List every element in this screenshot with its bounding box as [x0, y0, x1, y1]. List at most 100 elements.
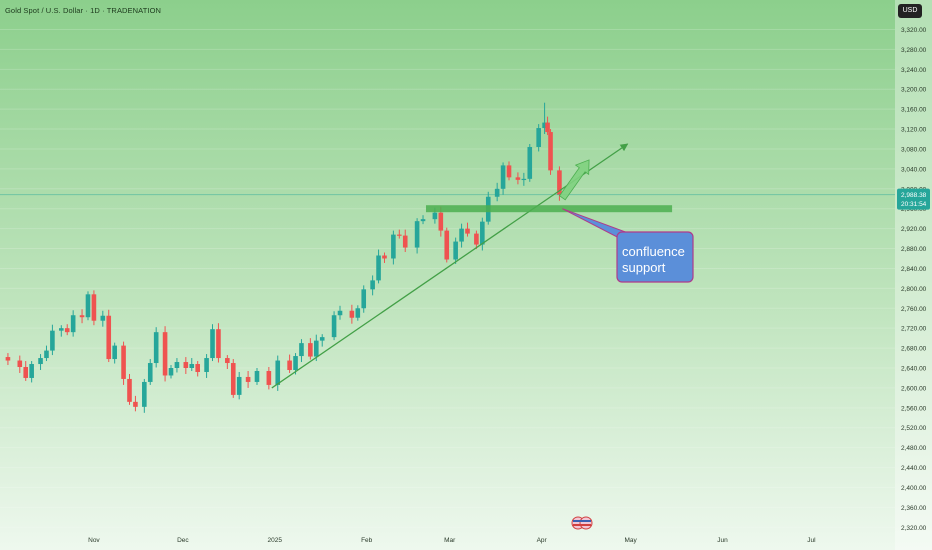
candle	[515, 172, 521, 185]
candle	[521, 172, 527, 186]
candle	[230, 359, 236, 398]
candle	[536, 124, 541, 152]
y-tick-label: 2,320.00	[901, 525, 927, 532]
candle	[133, 395, 138, 412]
candle-body	[44, 350, 49, 359]
candle-body	[195, 364, 200, 372]
candle-body	[557, 170, 562, 195]
candle-body	[106, 315, 112, 360]
candle-body	[64, 328, 70, 333]
candle-body	[236, 376, 242, 395]
candle-body	[376, 255, 381, 281]
x-tick-label: Feb	[361, 537, 373, 544]
candle	[453, 237, 458, 264]
callout-box	[616, 231, 694, 283]
candle-body	[23, 367, 29, 378]
candle-body	[536, 128, 541, 147]
candle-body	[204, 358, 209, 372]
candle-body	[142, 381, 147, 407]
y-tick-label: 2,920.00	[901, 226, 927, 233]
candle	[183, 357, 189, 374]
y-tick-label: 2,480.00	[901, 445, 927, 452]
candle-body	[50, 330, 55, 351]
candle-body	[168, 368, 174, 376]
candle	[527, 143, 533, 182]
x-tick-label: May	[624, 537, 637, 544]
price-tag-value: 2,988.38	[901, 192, 927, 199]
y-tick-label: 2,600.00	[901, 385, 927, 392]
candle	[420, 215, 426, 225]
candle-body	[308, 343, 313, 357]
x-tick-label: Dec	[177, 537, 189, 544]
currency-button[interactable]: USD	[898, 4, 922, 18]
candle	[189, 358, 195, 371]
up-arrow[interactable]	[558, 159, 590, 201]
candle	[38, 354, 43, 370]
candle-body	[459, 228, 464, 242]
y-tick-label: 3,200.00	[901, 87, 927, 94]
price-tag-timer: 20:31:54	[901, 201, 927, 208]
candle-body	[500, 165, 506, 189]
x-tick-label: Jun	[717, 537, 728, 544]
candle	[266, 367, 272, 390]
candle	[331, 311, 337, 341]
candle-body	[331, 315, 337, 338]
candle	[361, 285, 367, 313]
candle	[162, 326, 168, 382]
y-tick-label: 2,880.00	[901, 246, 927, 253]
candle	[465, 222, 470, 237]
candle	[147, 359, 153, 385]
candle-body	[127, 378, 132, 402]
support-zone[interactable]	[425, 205, 673, 213]
candle-body	[382, 255, 387, 259]
y-tick-label: 2,720.00	[901, 326, 927, 333]
candle	[376, 249, 381, 284]
candle	[355, 305, 361, 321]
candle-body	[542, 122, 547, 129]
candle	[548, 129, 553, 175]
y-tick-label: 3,160.00	[901, 107, 927, 114]
candle	[79, 309, 85, 324]
candle-body	[527, 146, 533, 179]
candle-body	[414, 221, 420, 248]
y-tick-label: 2,840.00	[901, 266, 927, 273]
candle	[397, 229, 402, 239]
x-tick-label: Jul	[807, 537, 816, 544]
candle	[59, 325, 64, 337]
candle-body	[153, 332, 159, 364]
y-tick-label: 3,280.00	[901, 47, 927, 54]
y-tick-label: 2,680.00	[901, 346, 927, 353]
candle-body	[275, 360, 281, 385]
candle-body	[391, 234, 396, 259]
callout-line-1: confluence	[622, 244, 685, 259]
candle	[127, 373, 132, 405]
candle-body	[29, 364, 34, 378]
candle	[121, 341, 126, 385]
candle-body	[370, 280, 375, 290]
y-tick-label: 3,120.00	[901, 127, 927, 134]
candle	[370, 275, 375, 296]
candle-body	[59, 328, 64, 331]
candle	[444, 227, 450, 263]
candle-body	[313, 340, 319, 357]
candle-body	[420, 219, 426, 222]
candle-body	[189, 364, 195, 369]
x-tick-label: Mar	[444, 537, 456, 544]
candle	[391, 230, 396, 265]
candle-body	[85, 294, 91, 318]
candle	[480, 217, 485, 251]
candle	[382, 252, 387, 263]
candle-body	[494, 188, 500, 197]
event-flag-icon[interactable]	[571, 516, 593, 530]
candle-body	[480, 221, 485, 245]
candle-body	[100, 315, 106, 321]
candle	[245, 370, 251, 388]
candle	[168, 365, 174, 379]
y-tick-label: 2,960.00	[901, 206, 927, 213]
candle	[44, 345, 49, 362]
candle-body	[216, 329, 221, 359]
candle	[287, 354, 292, 373]
